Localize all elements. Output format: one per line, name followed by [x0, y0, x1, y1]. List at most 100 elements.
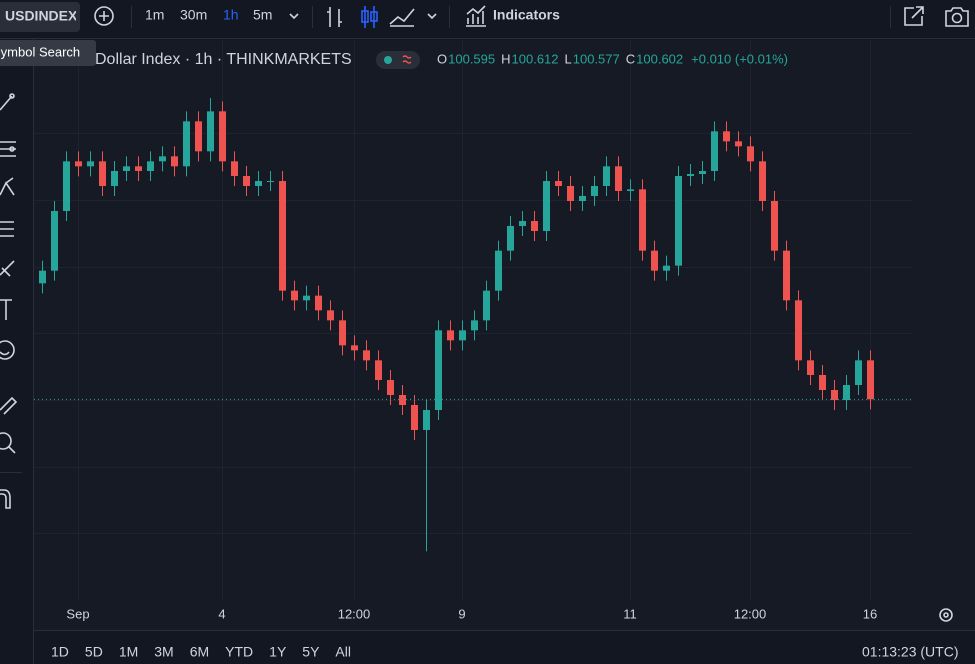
range-button[interactable]: 1Y	[269, 644, 287, 660]
text-tool[interactable]	[0, 299, 12, 320]
range-button[interactable]: 5D	[85, 644, 103, 660]
candle-body	[711, 131, 718, 171]
ohlc-value: 100.577	[573, 51, 620, 66]
interval-button[interactable]: 5m	[253, 7, 272, 23]
candle-body	[603, 166, 610, 186]
compare-button[interactable]	[94, 6, 114, 26]
interval-button[interactable]: 1h	[223, 7, 239, 23]
candles	[34, 98, 912, 552]
candle-body	[531, 221, 538, 231]
drawing-toolbar	[0, 93, 22, 509]
candle-body	[783, 250, 790, 301]
ohlc-value: 100.612	[512, 51, 559, 66]
candle-body	[255, 181, 262, 186]
trend-line-tool[interactable]	[0, 95, 13, 111]
candle-body	[723, 131, 730, 142]
icon-smile	[0, 351, 10, 356]
range-button[interactable]: 3M	[154, 644, 173, 660]
symbol-box[interactable]	[0, 2, 80, 32]
candle-body	[519, 221, 526, 226]
candle-body	[555, 181, 562, 186]
candle-body	[399, 395, 406, 405]
grid	[34, 40, 912, 600]
candle-body	[339, 320, 346, 346]
candle-body	[39, 270, 46, 284]
range-button[interactable]: 1M	[119, 644, 138, 660]
time-axis: Sep 4 12:00 9 11 12:00 16	[66, 606, 877, 621]
range-button[interactable]: YTD	[225, 644, 253, 660]
screenshot-lens	[951, 12, 963, 24]
candle-body	[51, 211, 58, 271]
candle-body	[87, 161, 94, 167]
zoom-tool[interactable]	[0, 432, 12, 450]
market-status[interactable]	[376, 51, 420, 69]
candle-body	[675, 176, 682, 266]
candle-body	[219, 111, 226, 162]
ohlc-values: O 100.595 H 100.612 L 100.577 C 100.602	[437, 51, 683, 66]
candle-body	[63, 161, 70, 211]
ohlc-label: O	[437, 51, 447, 66]
zoom-handle	[8, 446, 16, 454]
candle-body	[135, 166, 142, 171]
prediction-tool[interactable]	[0, 221, 14, 237]
candle-body	[843, 385, 850, 400]
candle-body	[351, 345, 358, 351]
bars-style-button[interactable]	[327, 7, 342, 27]
indicators-icon	[466, 5, 486, 27]
tooltip: Symbol Search	[0, 40, 96, 66]
candle-body	[279, 181, 286, 291]
x-tick-label: 11	[623, 606, 637, 621]
range-button[interactable]: All	[335, 644, 351, 660]
x-tick-label: 16	[863, 606, 877, 621]
compare-plus	[99, 11, 109, 21]
interval-button[interactable]: 30m	[180, 7, 207, 23]
range-button[interactable]: 5Y	[302, 644, 320, 660]
x-tick-label: 9	[458, 606, 465, 621]
range-button[interactable]: 6M	[190, 644, 209, 660]
indicators-button[interactable]: Indicators	[493, 7, 560, 23]
candle-body	[99, 161, 106, 186]
candle-body	[75, 161, 82, 167]
magnet-tool[interactable]	[0, 489, 11, 509]
candle-body	[243, 176, 250, 186]
symbol[interactable]: USDINDEX	[5, 8, 78, 24]
candle-body	[747, 146, 754, 162]
market-open-dot	[384, 56, 392, 64]
candle-body	[159, 156, 166, 162]
candle-body	[411, 405, 418, 430]
candle-body	[123, 166, 130, 171]
chart-pane	[34, 40, 975, 630]
candle-body	[855, 360, 862, 385]
candle-body	[231, 161, 238, 176]
price-change: +0.010 (+0.01%)	[691, 51, 788, 66]
brush-tool[interactable]	[0, 260, 15, 277]
settings-button[interactable]	[939, 608, 953, 622]
candle-body	[267, 181, 274, 182]
icon-tool[interactable]	[0, 340, 15, 360]
interval-dropdown[interactable]	[289, 13, 299, 20]
candle-body	[759, 161, 766, 201]
fullscreen-button[interactable]	[904, 6, 924, 26]
candle-body	[375, 360, 382, 380]
style-dropdown[interactable]	[427, 13, 437, 20]
measure-tool[interactable]	[0, 396, 18, 415]
trend-line-handle	[9, 93, 15, 99]
candle-body	[507, 226, 514, 251]
candles-style-button[interactable]	[364, 6, 375, 28]
pattern-tool[interactable]	[0, 177, 15, 196]
symbol-title: Dollar Index · 1h · THINKMARKETS	[95, 51, 352, 68]
interval-button[interactable]: 1m	[145, 7, 164, 23]
candle-body	[819, 375, 826, 390]
ohlc-label: C	[626, 51, 635, 66]
candle-body	[627, 189, 634, 191]
candle-body	[543, 181, 550, 231]
clock: 01:13:23 (UTC)	[862, 644, 958, 660]
screenshot-button[interactable]	[945, 7, 969, 27]
area-style-button[interactable]	[389, 8, 415, 27]
tooltip-box	[0, 40, 96, 66]
candle-body	[195, 121, 202, 152]
range-button[interactable]: 1D	[51, 644, 69, 660]
candle-body	[735, 141, 742, 147]
candle-body	[615, 166, 622, 191]
